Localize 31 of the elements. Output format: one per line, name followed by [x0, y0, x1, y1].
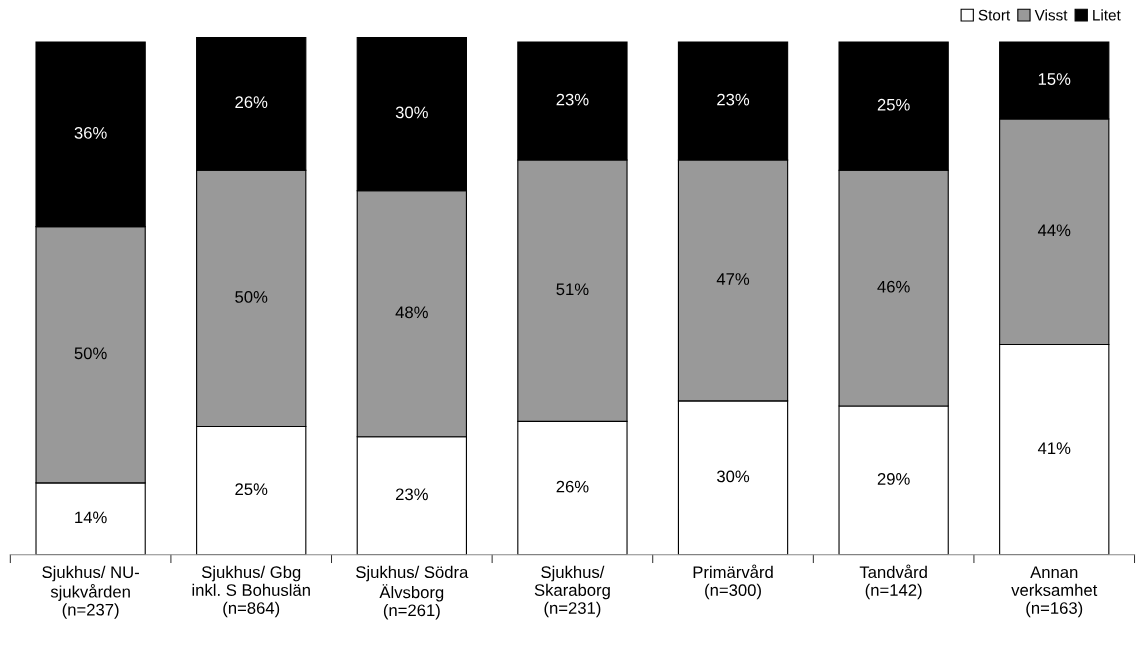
data-label: 30% — [395, 106, 428, 119]
x-tick-label: Tandvård (n=142) — [859, 564, 927, 600]
data-label: 50% — [235, 291, 268, 303]
x-tick-label: Sjukhus/ Skaraborg (n=231) — [534, 565, 610, 618]
data-label: 30% — [716, 470, 750, 483]
data-label: 51% — [556, 283, 589, 296]
data-label: 23% — [395, 488, 428, 501]
data-label: 14% — [75, 511, 107, 524]
data-label: 41% — [1037, 442, 1071, 455]
data-label: 25% — [877, 98, 910, 111]
data-label: 26% — [556, 480, 589, 493]
data-label: 50% — [74, 347, 107, 360]
data-label: 25% — [235, 483, 268, 496]
legend-label: Litet — [1093, 9, 1121, 21]
data-label: 48% — [395, 306, 428, 319]
legend-label: Visst — [1034, 9, 1068, 21]
x-tick-label: Sjukhus/ Gbg inkl. S Bohuslän (n=864) — [192, 565, 310, 618]
data-label: 23% — [556, 93, 589, 106]
data-label: 29% — [877, 473, 910, 485]
x-tick-label: Primärvård (n=300) — [693, 564, 773, 600]
data-label: 46% — [877, 280, 910, 293]
data-label: 26% — [235, 96, 268, 109]
x-tick-label: Sjukhus/ Södra Älvsborg (n=261) — [356, 565, 469, 620]
data-label: 44% — [1037, 224, 1071, 237]
legend-label: Stort — [978, 9, 1011, 21]
data-label: 23% — [717, 93, 750, 106]
x-tick-label: Annan verksamhet (n=163) — [1011, 566, 1098, 618]
x-tick-label: Sjukhus/ NU- sjukvården (n=237) — [42, 565, 139, 619]
data-label: 47% — [716, 273, 750, 285]
data-label: 15% — [1038, 73, 1071, 85]
data-label: 36% — [74, 127, 107, 139]
